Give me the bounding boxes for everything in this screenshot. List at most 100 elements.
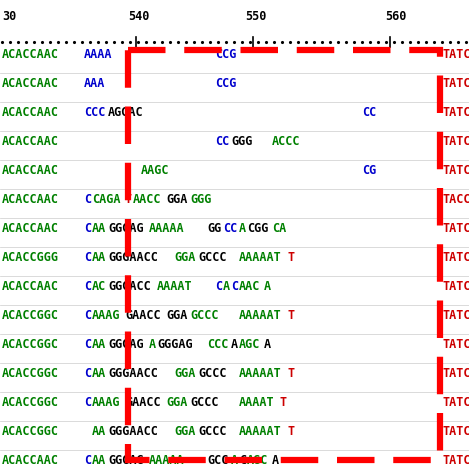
- Text: GCCC: GCCC: [198, 251, 227, 264]
- Text: AAAA: AAAA: [84, 48, 113, 61]
- Text: GCCC: GCCC: [190, 396, 219, 409]
- Text: T: T: [288, 425, 295, 438]
- Text: GG: GG: [207, 222, 221, 235]
- Text: TATC: TATC: [443, 367, 469, 380]
- Text: CCG: CCG: [215, 77, 236, 90]
- Text: A: A: [231, 338, 238, 351]
- Text: AAAAAT: AAAAAT: [239, 251, 282, 264]
- Text: TATC: TATC: [443, 135, 469, 148]
- Text: CC: CC: [215, 135, 229, 148]
- Text: ACCC: ACCC: [272, 135, 301, 148]
- Text: CAGA: CAGA: [92, 193, 121, 206]
- Text: GCC: GCC: [207, 454, 228, 467]
- Text: C: C: [84, 338, 91, 351]
- Text: AAAAA: AAAAA: [149, 454, 185, 467]
- Text: C: C: [84, 251, 91, 264]
- Text: TATC: TATC: [443, 454, 469, 467]
- Text: GGG: GGG: [190, 193, 212, 206]
- Text: ACACCAAC: ACACCAAC: [2, 135, 59, 148]
- Text: TATC: TATC: [443, 77, 469, 90]
- Text: AAAAT: AAAAT: [157, 280, 193, 293]
- Text: AGC: AGC: [239, 338, 260, 351]
- Text: TATC: TATC: [443, 396, 469, 409]
- Text: AAAAAT: AAAAAT: [239, 309, 282, 322]
- Text: GCCC: GCCC: [190, 309, 219, 322]
- Text: C: C: [84, 222, 91, 235]
- Text: A: A: [272, 454, 279, 467]
- Text: TATC: TATC: [443, 280, 469, 293]
- Text: GAACC: GAACC: [125, 309, 160, 322]
- Text: CGG: CGG: [247, 222, 268, 235]
- Text: GCCC: GCCC: [198, 367, 227, 380]
- Text: C: C: [84, 367, 91, 380]
- Text: AA: AA: [92, 338, 106, 351]
- Text: ACACCAAC: ACACCAAC: [2, 77, 59, 90]
- Text: GGA: GGA: [174, 251, 196, 264]
- Text: GGGAG: GGGAG: [157, 338, 193, 351]
- Text: ACACCGGC: ACACCGGC: [2, 367, 59, 380]
- Text: ACACCAAC: ACACCAAC: [2, 48, 59, 61]
- Text: ACACCAAC: ACACCAAC: [2, 222, 59, 235]
- Text: C: C: [215, 280, 222, 293]
- Text: T: T: [288, 251, 295, 264]
- Text: ACACCGGG: ACACCGGG: [2, 251, 59, 264]
- Text: TATC: TATC: [443, 164, 469, 177]
- Text: T: T: [288, 309, 295, 322]
- Text: CC: CC: [223, 222, 237, 235]
- Text: 560: 560: [385, 10, 406, 23]
- Text: GGA: GGA: [166, 396, 188, 409]
- Text: ACACCAAC: ACACCAAC: [2, 193, 59, 206]
- Text: CG: CG: [362, 164, 376, 177]
- Text: AC: AC: [92, 280, 106, 293]
- Text: GAACC: GAACC: [125, 396, 160, 409]
- Text: GGA: GGA: [166, 193, 188, 206]
- Text: GGGAACC: GGGAACC: [108, 425, 158, 438]
- Text: GGGAG: GGGAG: [108, 338, 144, 351]
- Text: AA: AA: [92, 425, 106, 438]
- Text: AACC: AACC: [133, 193, 161, 206]
- Text: T: T: [125, 193, 132, 206]
- Text: ACACCGGC: ACACCGGC: [2, 425, 59, 438]
- Text: AAAAT: AAAAT: [239, 396, 275, 409]
- Text: AAAAAT: AAAAAT: [239, 425, 282, 438]
- Text: ACACCAAC: ACACCAAC: [2, 454, 59, 467]
- Text: A: A: [223, 280, 230, 293]
- Text: ACACCGGC: ACACCGGC: [2, 338, 59, 351]
- Text: AAAAAT: AAAAAT: [239, 367, 282, 380]
- Text: TATC: TATC: [443, 425, 469, 438]
- Text: C: C: [239, 454, 246, 467]
- Text: CCC: CCC: [207, 338, 228, 351]
- Text: ACACCAAC: ACACCAAC: [2, 106, 59, 119]
- Text: C: C: [231, 280, 238, 293]
- Text: ACACCGGC: ACACCGGC: [2, 396, 59, 409]
- Text: A: A: [239, 222, 246, 235]
- Text: T: T: [280, 396, 287, 409]
- Text: TATC: TATC: [443, 251, 469, 264]
- Text: GGGAACC: GGGAACC: [108, 367, 158, 380]
- Text: C: C: [84, 396, 91, 409]
- Text: A: A: [264, 280, 271, 293]
- Text: GGGAG: GGGAG: [108, 454, 144, 467]
- Text: GGA: GGA: [174, 367, 196, 380]
- Text: TACC: TACC: [443, 193, 469, 206]
- Text: A: A: [231, 454, 238, 467]
- Text: 540: 540: [128, 10, 149, 23]
- Text: GGGAG: GGGAG: [108, 222, 144, 235]
- Text: GGA: GGA: [166, 309, 188, 322]
- Text: 550: 550: [245, 10, 266, 23]
- Text: AAA: AAA: [84, 77, 106, 90]
- Text: CC: CC: [362, 106, 376, 119]
- Text: ACACCAAC: ACACCAAC: [2, 164, 59, 177]
- Text: TATC: TATC: [443, 48, 469, 61]
- Text: TATC: TATC: [443, 309, 469, 322]
- Text: AGGAC: AGGAC: [108, 106, 144, 119]
- Text: AA: AA: [92, 251, 106, 264]
- Text: CCC: CCC: [84, 106, 106, 119]
- Text: GGG: GGG: [231, 135, 252, 148]
- Text: 30: 30: [2, 10, 16, 23]
- Text: CCG: CCG: [215, 48, 236, 61]
- Text: GGGACC: GGGACC: [108, 280, 151, 293]
- Text: GCCC: GCCC: [198, 425, 227, 438]
- Text: AA: AA: [92, 367, 106, 380]
- Text: ACACCGGC: ACACCGGC: [2, 309, 59, 322]
